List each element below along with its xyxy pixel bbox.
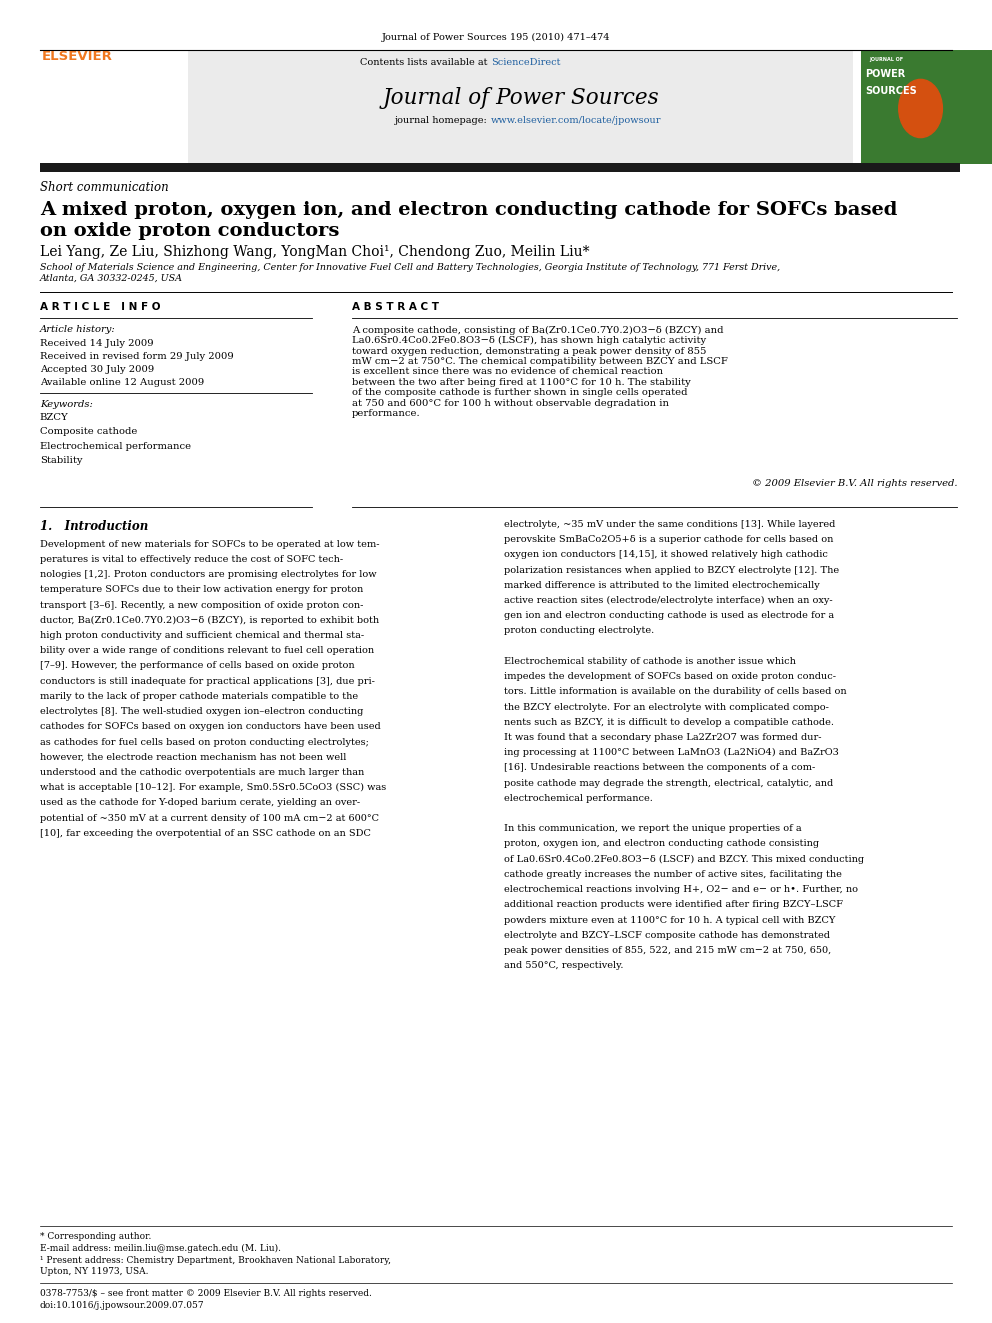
- Text: electrolyte and BZCY–LSCF composite cathode has demonstrated: electrolyte and BZCY–LSCF composite cath…: [504, 930, 830, 939]
- Text: on oxide proton conductors: on oxide proton conductors: [40, 222, 339, 241]
- Text: It was found that a secondary phase La2Zr2O7 was formed dur-: It was found that a secondary phase La2Z…: [504, 733, 821, 742]
- Text: used as the cathode for Y-doped barium cerate, yielding an over-: used as the cathode for Y-doped barium c…: [40, 798, 360, 807]
- Text: A composite cathode, consisting of Ba(Zr0.1Ce0.7Y0.2)O3−δ (BZCY) and
La0.6Sr0.4C: A composite cathode, consisting of Ba(Zr…: [352, 325, 728, 418]
- Text: 1.   Introduction: 1. Introduction: [40, 520, 148, 533]
- Text: Journal of Power Sources: Journal of Power Sources: [383, 87, 659, 110]
- Text: A mixed proton, oxygen ion, and electron conducting cathode for SOFCs based: A mixed proton, oxygen ion, and electron…: [40, 201, 897, 220]
- Text: understood and the cathodic overpotentials are much larger than: understood and the cathodic overpotentia…: [40, 767, 364, 777]
- Text: Stability: Stability: [40, 456, 82, 466]
- Text: Composite cathode: Composite cathode: [40, 427, 137, 437]
- Text: Short communication: Short communication: [40, 181, 169, 194]
- Bar: [188, 50, 853, 164]
- Text: Received 14 July 2009: Received 14 July 2009: [40, 339, 154, 348]
- Text: doi:10.1016/j.jpowsour.2009.07.057: doi:10.1016/j.jpowsour.2009.07.057: [40, 1301, 204, 1310]
- Text: gen ion and electron conducting cathode is used as electrode for a: gen ion and electron conducting cathode …: [504, 611, 834, 620]
- Text: high proton conductivity and sufficient chemical and thermal sta-: high proton conductivity and sufficient …: [40, 631, 364, 640]
- Text: nologies [1,2]. Proton conductors are promising electrolytes for low: nologies [1,2]. Proton conductors are pr…: [40, 570, 376, 579]
- Text: Upton, NY 11973, USA.: Upton, NY 11973, USA.: [40, 1267, 148, 1277]
- Text: Accepted 30 July 2009: Accepted 30 July 2009: [40, 365, 154, 374]
- Text: JOURNAL OF: JOURNAL OF: [869, 57, 903, 62]
- Text: the BZCY electrolyte. For an electrolyte with complicated compo-: the BZCY electrolyte. For an electrolyte…: [504, 703, 828, 712]
- Text: cathode greatly increases the number of active sites, facilitating the: cathode greatly increases the number of …: [504, 869, 842, 878]
- Text: bility over a wide range of conditions relevant to fuel cell operation: bility over a wide range of conditions r…: [40, 646, 374, 655]
- Text: A B S T R A C T: A B S T R A C T: [352, 302, 439, 312]
- Text: E-mail address: meilin.liu@mse.gatech.edu (M. Liu).: E-mail address: meilin.liu@mse.gatech.ed…: [40, 1244, 281, 1253]
- Text: temperature SOFCs due to their low activation energy for proton: temperature SOFCs due to their low activ…: [40, 585, 363, 594]
- Text: [7–9]. However, the performance of cells based on oxide proton: [7–9]. However, the performance of cells…: [40, 662, 354, 671]
- Text: proton, oxygen ion, and electron conducting cathode consisting: proton, oxygen ion, and electron conduct…: [504, 839, 819, 848]
- Text: Available online 12 August 2009: Available online 12 August 2009: [40, 378, 204, 388]
- Text: ductor, Ba(Zr0.1Ce0.7Y0.2)O3−δ (BZCY), is reported to exhibit both: ductor, Ba(Zr0.1Ce0.7Y0.2)O3−δ (BZCY), i…: [40, 615, 379, 624]
- Circle shape: [899, 79, 942, 138]
- Text: www.elsevier.com/locate/jpowsour: www.elsevier.com/locate/jpowsour: [491, 116, 662, 126]
- Text: and 550°C, respectively.: and 550°C, respectively.: [504, 960, 623, 970]
- Text: Received in revised form 29 July 2009: Received in revised form 29 July 2009: [40, 352, 233, 361]
- Text: SOURCES: SOURCES: [865, 86, 917, 97]
- Text: 0378-7753/$ – see front matter © 2009 Elsevier B.V. All rights reserved.: 0378-7753/$ – see front matter © 2009 El…: [40, 1289, 372, 1298]
- Text: Contents lists available at: Contents lists available at: [360, 58, 491, 67]
- Text: Keywords:: Keywords:: [40, 400, 92, 409]
- Bar: [40, 50, 188, 164]
- Text: posite cathode may degrade the strength, electrical, catalytic, and: posite cathode may degrade the strength,…: [504, 778, 833, 787]
- Text: Lei Yang, Ze Liu, Shizhong Wang, YongMan Choi¹, Chendong Zuo, Meilin Liu*: Lei Yang, Ze Liu, Shizhong Wang, YongMan…: [40, 245, 589, 259]
- Text: ELSEVIER: ELSEVIER: [42, 50, 112, 64]
- Text: * Corresponding author.: * Corresponding author.: [40, 1232, 151, 1241]
- Text: however, the electrode reaction mechanism has not been well: however, the electrode reaction mechanis…: [40, 753, 346, 762]
- Text: © 2009 Elsevier B.V. All rights reserved.: © 2009 Elsevier B.V. All rights reserved…: [752, 479, 957, 488]
- Text: electrolyte, ~35 mV under the same conditions [13]. While layered: electrolyte, ~35 mV under the same condi…: [504, 520, 835, 529]
- Text: Electrochemical stability of cathode is another issue which: Electrochemical stability of cathode is …: [504, 656, 796, 665]
- Text: Journal of Power Sources 195 (2010) 471–474: Journal of Power Sources 195 (2010) 471–…: [382, 33, 610, 42]
- Text: A R T I C L E   I N F O: A R T I C L E I N F O: [40, 302, 160, 312]
- Text: School of Materials Science and Engineering, Center for Innovative Fuel Cell and: School of Materials Science and Engineer…: [40, 263, 780, 283]
- Text: additional reaction products were identified after firing BZCY–LSCF: additional reaction products were identi…: [504, 900, 843, 909]
- Text: oxygen ion conductors [14,15], it showed relatively high cathodic: oxygen ion conductors [14,15], it showed…: [504, 550, 827, 560]
- Text: active reaction sites (electrode/electrolyte interface) when an oxy-: active reaction sites (electrode/electro…: [504, 595, 832, 605]
- Text: electrochemical reactions involving H+, O2− and e− or h•. Further, no: electrochemical reactions involving H+, …: [504, 885, 858, 894]
- Text: polarization resistances when applied to BZCY electrolyte [12]. The: polarization resistances when applied to…: [504, 565, 839, 574]
- Text: as cathodes for fuel cells based on proton conducting electrolytes;: as cathodes for fuel cells based on prot…: [40, 737, 369, 746]
- Text: Article history:: Article history:: [40, 325, 115, 335]
- Text: electrochemical performance.: electrochemical performance.: [504, 794, 653, 803]
- Text: tors. Little information is available on the durability of cells based on: tors. Little information is available on…: [504, 687, 846, 696]
- Text: nents such as BZCY, it is difficult to develop a compatible cathode.: nents such as BZCY, it is difficult to d…: [504, 717, 834, 726]
- Text: impedes the development of SOFCs based on oxide proton conduc-: impedes the development of SOFCs based o…: [504, 672, 836, 681]
- Text: Development of new materials for SOFCs to be operated at low tem-: Development of new materials for SOFCs t…: [40, 540, 379, 549]
- Text: marily to the lack of proper cathode materials compatible to the: marily to the lack of proper cathode mat…: [40, 692, 358, 701]
- Text: In this communication, we report the unique properties of a: In this communication, we report the uni…: [504, 824, 802, 833]
- Text: electrolytes [8]. The well-studied oxygen ion–electron conducting: electrolytes [8]. The well-studied oxyge…: [40, 706, 363, 716]
- Text: peak power densities of 855, 522, and 215 mW cm−2 at 750, 650,: peak power densities of 855, 522, and 21…: [504, 946, 831, 955]
- Text: marked difference is attributed to the limited electrochemically: marked difference is attributed to the l…: [504, 581, 819, 590]
- Text: conductors is still inadequate for practical applications [3], due pri-: conductors is still inadequate for pract…: [40, 676, 375, 685]
- Text: [16]. Undesirable reactions between the components of a com-: [16]. Undesirable reactions between the …: [504, 763, 815, 773]
- Text: what is acceptable [10–12]. For example, Sm0.5Sr0.5CoO3 (SSC) was: what is acceptable [10–12]. For example,…: [40, 783, 386, 792]
- Bar: [40, 163, 960, 172]
- Text: peratures is vital to effectively reduce the cost of SOFC tech-: peratures is vital to effectively reduce…: [40, 554, 343, 564]
- Text: powders mixture even at 1100°C for 10 h. A typical cell with BZCY: powders mixture even at 1100°C for 10 h.…: [504, 916, 835, 925]
- Text: journal homepage:: journal homepage:: [395, 116, 491, 126]
- Text: potential of ~350 mV at a current density of 100 mA cm−2 at 600°C: potential of ~350 mV at a current densit…: [40, 814, 379, 823]
- Text: BZCY: BZCY: [40, 413, 68, 422]
- Text: of La0.6Sr0.4Co0.2Fe0.8O3−δ (LSCF) and BZCY. This mixed conducting: of La0.6Sr0.4Co0.2Fe0.8O3−δ (LSCF) and B…: [504, 855, 864, 864]
- Text: [10], far exceeding the overpotential of an SSC cathode on an SDC: [10], far exceeding the overpotential of…: [40, 828, 371, 837]
- Text: ¹ Present address: Chemistry Department, Brookhaven National Laboratory,: ¹ Present address: Chemistry Department,…: [40, 1256, 391, 1265]
- Text: ing processing at 1100°C between LaMnO3 (La2NiO4) and BaZrO3: ing processing at 1100°C between LaMnO3 …: [504, 747, 839, 757]
- Text: perovskite SmBaCo2O5+δ is a superior cathode for cells based on: perovskite SmBaCo2O5+δ is a superior cat…: [504, 534, 833, 544]
- Text: transport [3–6]. Recently, a new composition of oxide proton con-: transport [3–6]. Recently, a new composi…: [40, 601, 363, 610]
- Text: POWER: POWER: [865, 69, 906, 79]
- Text: proton conducting electrolyte.: proton conducting electrolyte.: [504, 626, 654, 635]
- Text: ScienceDirect: ScienceDirect: [491, 58, 560, 67]
- Bar: [861, 50, 992, 164]
- Text: Electrochemical performance: Electrochemical performance: [40, 442, 190, 451]
- Text: cathodes for SOFCs based on oxygen ion conductors have been used: cathodes for SOFCs based on oxygen ion c…: [40, 722, 380, 732]
